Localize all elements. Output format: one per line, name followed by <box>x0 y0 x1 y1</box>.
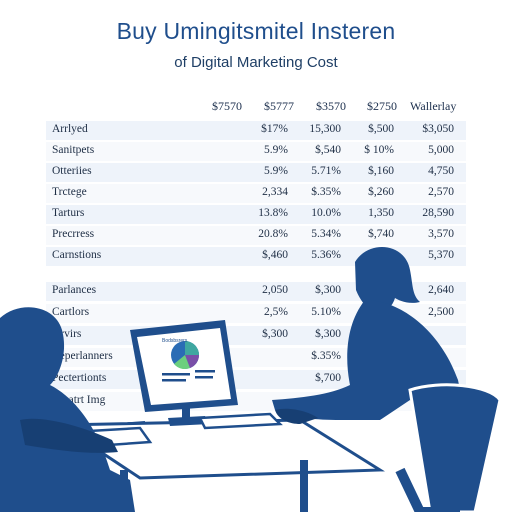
row-value: $,540 <box>315 144 341 156</box>
row-value: 2,334 <box>262 186 288 198</box>
row-value: $.35% <box>311 350 341 362</box>
page-title: Buy Umingitsmitel Insteren <box>116 18 396 44</box>
row-label: Parlances <box>52 284 97 296</box>
row-value: $ 10% <box>364 144 394 156</box>
column-header-5: Wallerlay <box>410 99 457 113</box>
column-header-1: $7570 <box>212 99 242 113</box>
row-value: 2,5% <box>264 306 288 318</box>
row-value: $.35% <box>311 186 341 198</box>
row-value: $,160 <box>368 165 394 177</box>
row-value: $17% <box>261 123 288 135</box>
row-value: 5.10% <box>311 306 341 318</box>
row-value: 5.36% <box>311 249 341 261</box>
table-row: Precrress 20.8% 5.34% $,740 3,570 <box>46 226 466 245</box>
table-row: Sanitpets 5.9% $,540 $ 10% 5,000 <box>46 142 466 161</box>
page-subtitle: of Digital Marketing Cost <box>174 54 338 71</box>
row-label: Sanitpets <box>52 144 95 156</box>
row-value: 5.71% <box>311 165 341 177</box>
row-value: 5.34% <box>311 228 341 240</box>
row-label: Precrress <box>52 228 95 240</box>
row-value: 2,640 <box>428 284 454 296</box>
row-value: 5.9% <box>264 144 288 156</box>
desk-leg <box>300 460 308 512</box>
row-label: Reperlanners <box>52 350 113 362</box>
column-header-3: $3570 <box>316 99 346 113</box>
row-value: 5,000 <box>428 144 454 156</box>
pen-icon <box>119 421 146 425</box>
row-value: 2,050 <box>262 284 288 296</box>
row-value: $,300 <box>262 328 288 340</box>
row-value: 1,350 <box>368 207 394 219</box>
row-value: 15,300 <box>309 123 341 135</box>
table-row: Otteriies 5.9% 5.71% $,160 4,750 <box>46 163 466 182</box>
row-value: $,300 <box>315 284 341 296</box>
table-row: Arrlyed $17% 15,300 $,500 $3,050 <box>46 121 466 140</box>
row-value: $,500 <box>368 123 394 135</box>
column-header-2: $5777 <box>264 99 294 113</box>
row-value: 20.8% <box>258 228 288 240</box>
keyboard-icon <box>198 412 283 430</box>
table-header: $7570 $5777 $3570 $2750 Wallerlay <box>0 99 512 115</box>
row-value: $,260 <box>368 186 394 198</box>
row-label: Cartlors <box>52 306 90 318</box>
row-value: $,700 <box>315 372 341 384</box>
left-person-silhouette <box>0 307 135 512</box>
row-value: $,740 <box>368 228 394 240</box>
row-value: 5.9% <box>264 165 288 177</box>
row-label: Pectertionts <box>52 372 107 384</box>
column-header-4: $2750 <box>367 99 397 113</box>
row-value: 4,750 <box>428 165 454 177</box>
row-value: 2,500 <box>428 306 454 318</box>
row-value: $,300 <box>315 328 341 340</box>
screen-label: Bodsbsrers <box>162 338 188 344</box>
row-value: $3,050 <box>422 123 454 135</box>
table-row: Trctege 2,334 $.35% $,260 2,570 <box>46 184 466 203</box>
row-value: 10.0% <box>311 207 341 219</box>
row-label: Arrlyed <box>52 123 88 135</box>
monitor-icon: Bodsbsrers <box>130 320 238 426</box>
row-label: Otteriies <box>52 165 92 177</box>
row-value: 5,370 <box>428 249 454 261</box>
row-value: 28,590 <box>422 207 454 219</box>
row-value: 2,570 <box>428 186 454 198</box>
office-chair-icon <box>395 383 502 512</box>
row-label: Tarturs <box>52 207 85 219</box>
table-row: Tarturs 13.8% 10.0% 1,350 28,590 <box>46 205 466 224</box>
row-value: $,460 <box>262 249 288 261</box>
row-value: 13.8% <box>258 207 288 219</box>
row-value: 3,570 <box>428 228 454 240</box>
row-label: Trctege <box>52 186 87 198</box>
row-label: Carnstions <box>52 249 102 261</box>
